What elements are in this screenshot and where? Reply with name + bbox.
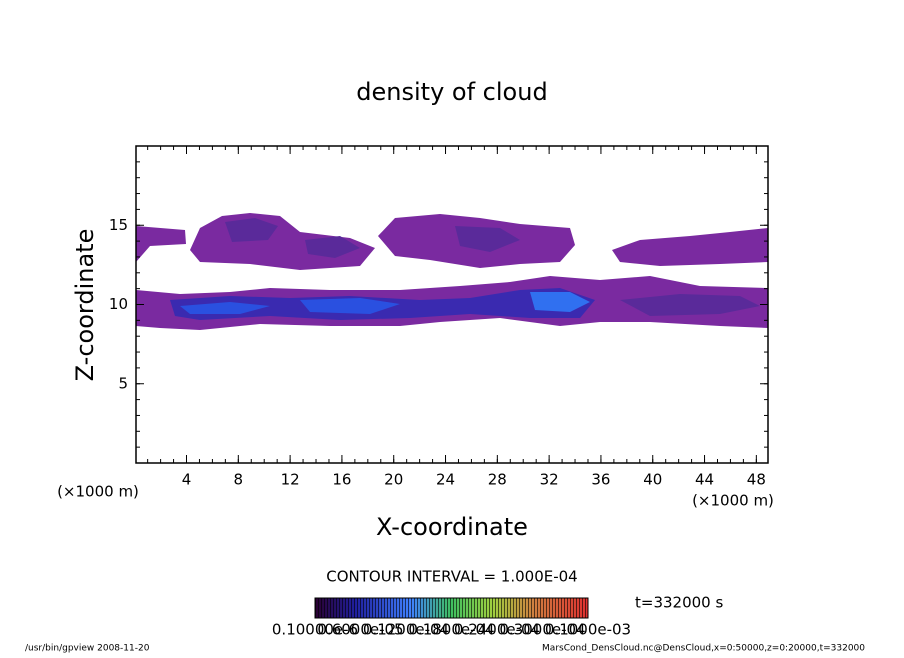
cloud-region [180,302,270,314]
colorbar-frame [314,597,589,619]
colorbar-label: 0.3000e-04 [499,621,585,639]
time-label: t=332000 s [635,594,723,612]
cloud-region [136,226,186,262]
colorbar-labels: 0.10000e-60.6000e-050.1200e-040.1800e-04… [272,621,631,639]
cloud-region [612,228,768,266]
chart-title: density of cloud [356,78,547,106]
colorbar-label: 0.1000e-03 [545,621,631,639]
colorbar-label: 0.6000e-05 [317,621,403,639]
x-tick-label: 8 [234,471,244,489]
y-tick-label: 5 [118,374,128,392]
x-tick-label: 20 [384,471,403,489]
cloud-region [305,236,360,258]
x-unit-right: (×1000 m) [692,492,774,510]
y-axis-label: Z-coordinate [71,229,99,382]
colorbar-label: 0.1200e-04 [363,621,449,639]
x-tick-label: 40 [643,471,662,489]
x-tick-label: 28 [488,471,507,489]
x-tick-label: 4 [182,471,192,489]
x-tick-label: 16 [332,471,351,489]
cloud-region [530,292,590,312]
colorbar-label: 0.2400e-04 [454,621,540,639]
colorbar-label: 0.10000e-6 [272,621,358,639]
y-tick-label: 10 [109,295,128,313]
cloud-region [225,218,278,242]
footer-right: MarsCond_DensCloud.nc@DensCloud,x=0:5000… [542,644,865,654]
x-tick-label: 12 [281,471,300,489]
cloud-region [455,226,520,252]
x-tick-label: 32 [540,471,559,489]
contour-field [136,213,768,330]
cloud-region [620,294,760,316]
x-tick-label: 48 [747,471,766,489]
x-tick-label: 44 [695,471,714,489]
colorbar-label: 0.1800e-04 [408,621,494,639]
contour-interval: CONTOUR INTERVAL = 1.000E-04 [326,568,577,586]
cloud-region [300,298,400,314]
x-axis-label: X-coordinate [376,513,528,541]
x-unit-left: (×1000 m) [57,483,139,501]
x-tick-label: 36 [591,471,610,489]
y-tick-label: 15 [109,216,128,234]
footer-left: /usr/bin/gpview 2008-11-20 [25,644,150,654]
x-tick-label: 24 [436,471,455,489]
